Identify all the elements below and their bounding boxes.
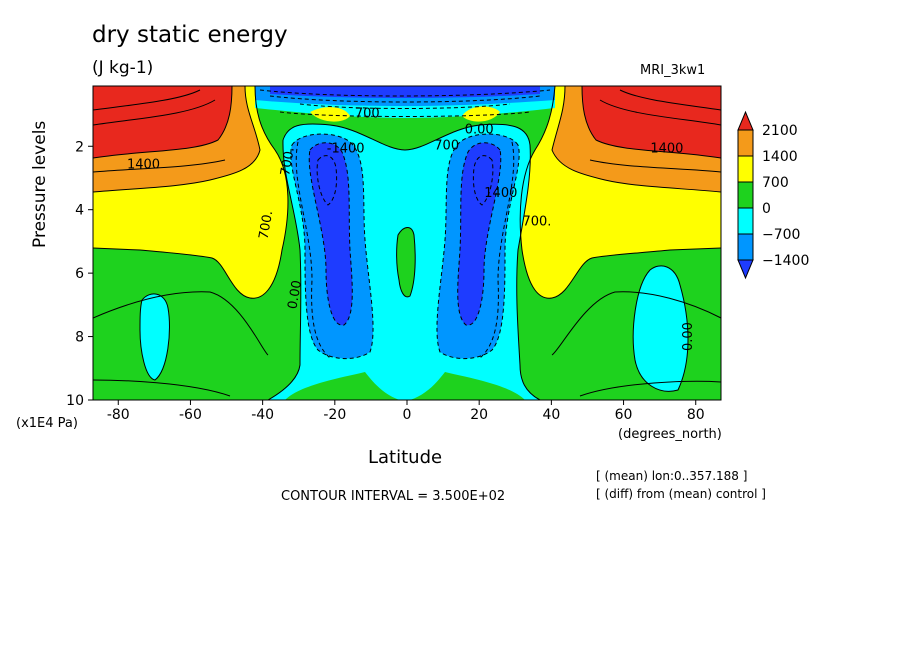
colorbar-segment bbox=[737, 233, 754, 261]
contour-label: 1400 bbox=[484, 186, 517, 201]
colorbar-label: −1400 bbox=[762, 253, 809, 269]
y-ticks: 2 4 6 8 10 bbox=[66, 139, 93, 409]
contour-label: 700 bbox=[434, 138, 459, 153]
x-tick-label: 80 bbox=[687, 407, 705, 423]
band-700-1400-top-blob bbox=[310, 107, 350, 122]
x-tick-label: 20 bbox=[470, 407, 488, 423]
colorbar-segment bbox=[737, 207, 754, 235]
colorbar: 2100 1400 700 0 −700 −1400 bbox=[737, 110, 809, 280]
band-above-2100-right bbox=[582, 86, 721, 158]
colorbar-segment bbox=[737, 155, 754, 183]
band-700-1400-top-blob-right bbox=[462, 106, 500, 122]
y-tick-label: 6 bbox=[75, 266, 84, 282]
colorbar-label: −700 bbox=[762, 227, 800, 243]
y-tick-label: 10 bbox=[66, 393, 84, 409]
colorbar-label: 700 bbox=[762, 175, 789, 191]
contour-label: 0.00 bbox=[285, 279, 305, 310]
y-tick-label: 2 bbox=[75, 139, 84, 155]
x-tick-label: 0 bbox=[403, 407, 412, 423]
contour-field bbox=[93, 86, 721, 400]
colorbar-label: 2100 bbox=[762, 123, 798, 139]
x-tick-label: -40 bbox=[251, 407, 274, 423]
chart-title: dry static energy bbox=[92, 22, 288, 48]
y-axis-unit: (x1E4 Pa) bbox=[16, 416, 78, 431]
contour-interval-text: CONTOUR INTERVAL = 3.500E+02 bbox=[281, 489, 506, 504]
model-name: MRI_3kw1 bbox=[640, 63, 706, 78]
x-tick-label: -80 bbox=[107, 407, 130, 423]
band-above-2100-left bbox=[93, 86, 232, 158]
contour-label: 700. bbox=[522, 215, 551, 230]
colorbar-segment bbox=[737, 181, 754, 209]
colorbar-bottom-arrow bbox=[737, 259, 754, 280]
colorbar-top-arrow bbox=[737, 110, 754, 131]
contour-labels: 1400 -1400 700. 700. 0.00 700 0.00 1400 700. 1400… bbox=[127, 107, 696, 351]
band-0-700-center bbox=[396, 227, 416, 297]
x-tick-label: -60 bbox=[179, 407, 202, 423]
x-tick-label: 60 bbox=[615, 407, 633, 423]
band-minus700-0-north-polar bbox=[633, 265, 688, 392]
x-tick-label: 40 bbox=[542, 407, 560, 423]
colorbar-segment bbox=[737, 129, 754, 157]
contour-label: 0.00 bbox=[681, 322, 696, 351]
contour-label: 700 bbox=[355, 107, 380, 122]
mean-note: [ (mean) lon:0..357.188 ] bbox=[596, 469, 748, 483]
contour-lines bbox=[93, 86, 721, 400]
x-ticks: -80 -60 -40 -20 0 20 40 60 80 bbox=[107, 400, 705, 423]
band-0-700-bottom-left bbox=[285, 372, 400, 400]
diff-note: [ (diff) from (mean) control ] bbox=[596, 487, 766, 501]
band-minus700-0-south-polar bbox=[140, 293, 170, 380]
contour-label: 0.00 bbox=[465, 123, 494, 138]
contour-label: 1400 bbox=[127, 157, 160, 172]
x-axis-label: Latitude bbox=[368, 447, 443, 468]
y-tick-label: 4 bbox=[75, 203, 84, 219]
contour-label: -1400 bbox=[327, 142, 365, 157]
negative-contour-lines bbox=[259, 89, 551, 359]
contour-label: 700. bbox=[257, 209, 277, 240]
contour-label: 1400 bbox=[650, 142, 683, 157]
y-tick-label: 8 bbox=[75, 330, 84, 346]
x-axis-unit: (degrees_north) bbox=[618, 427, 722, 442]
x-tick-label: -20 bbox=[323, 407, 346, 423]
colorbar-label: 1400 bbox=[762, 149, 798, 165]
band-0-700-bottom-right bbox=[410, 372, 525, 400]
chart-units: (J kg-1) bbox=[92, 58, 154, 78]
contour-label: 700. bbox=[278, 146, 298, 177]
colorbar-label: 0 bbox=[762, 201, 771, 217]
